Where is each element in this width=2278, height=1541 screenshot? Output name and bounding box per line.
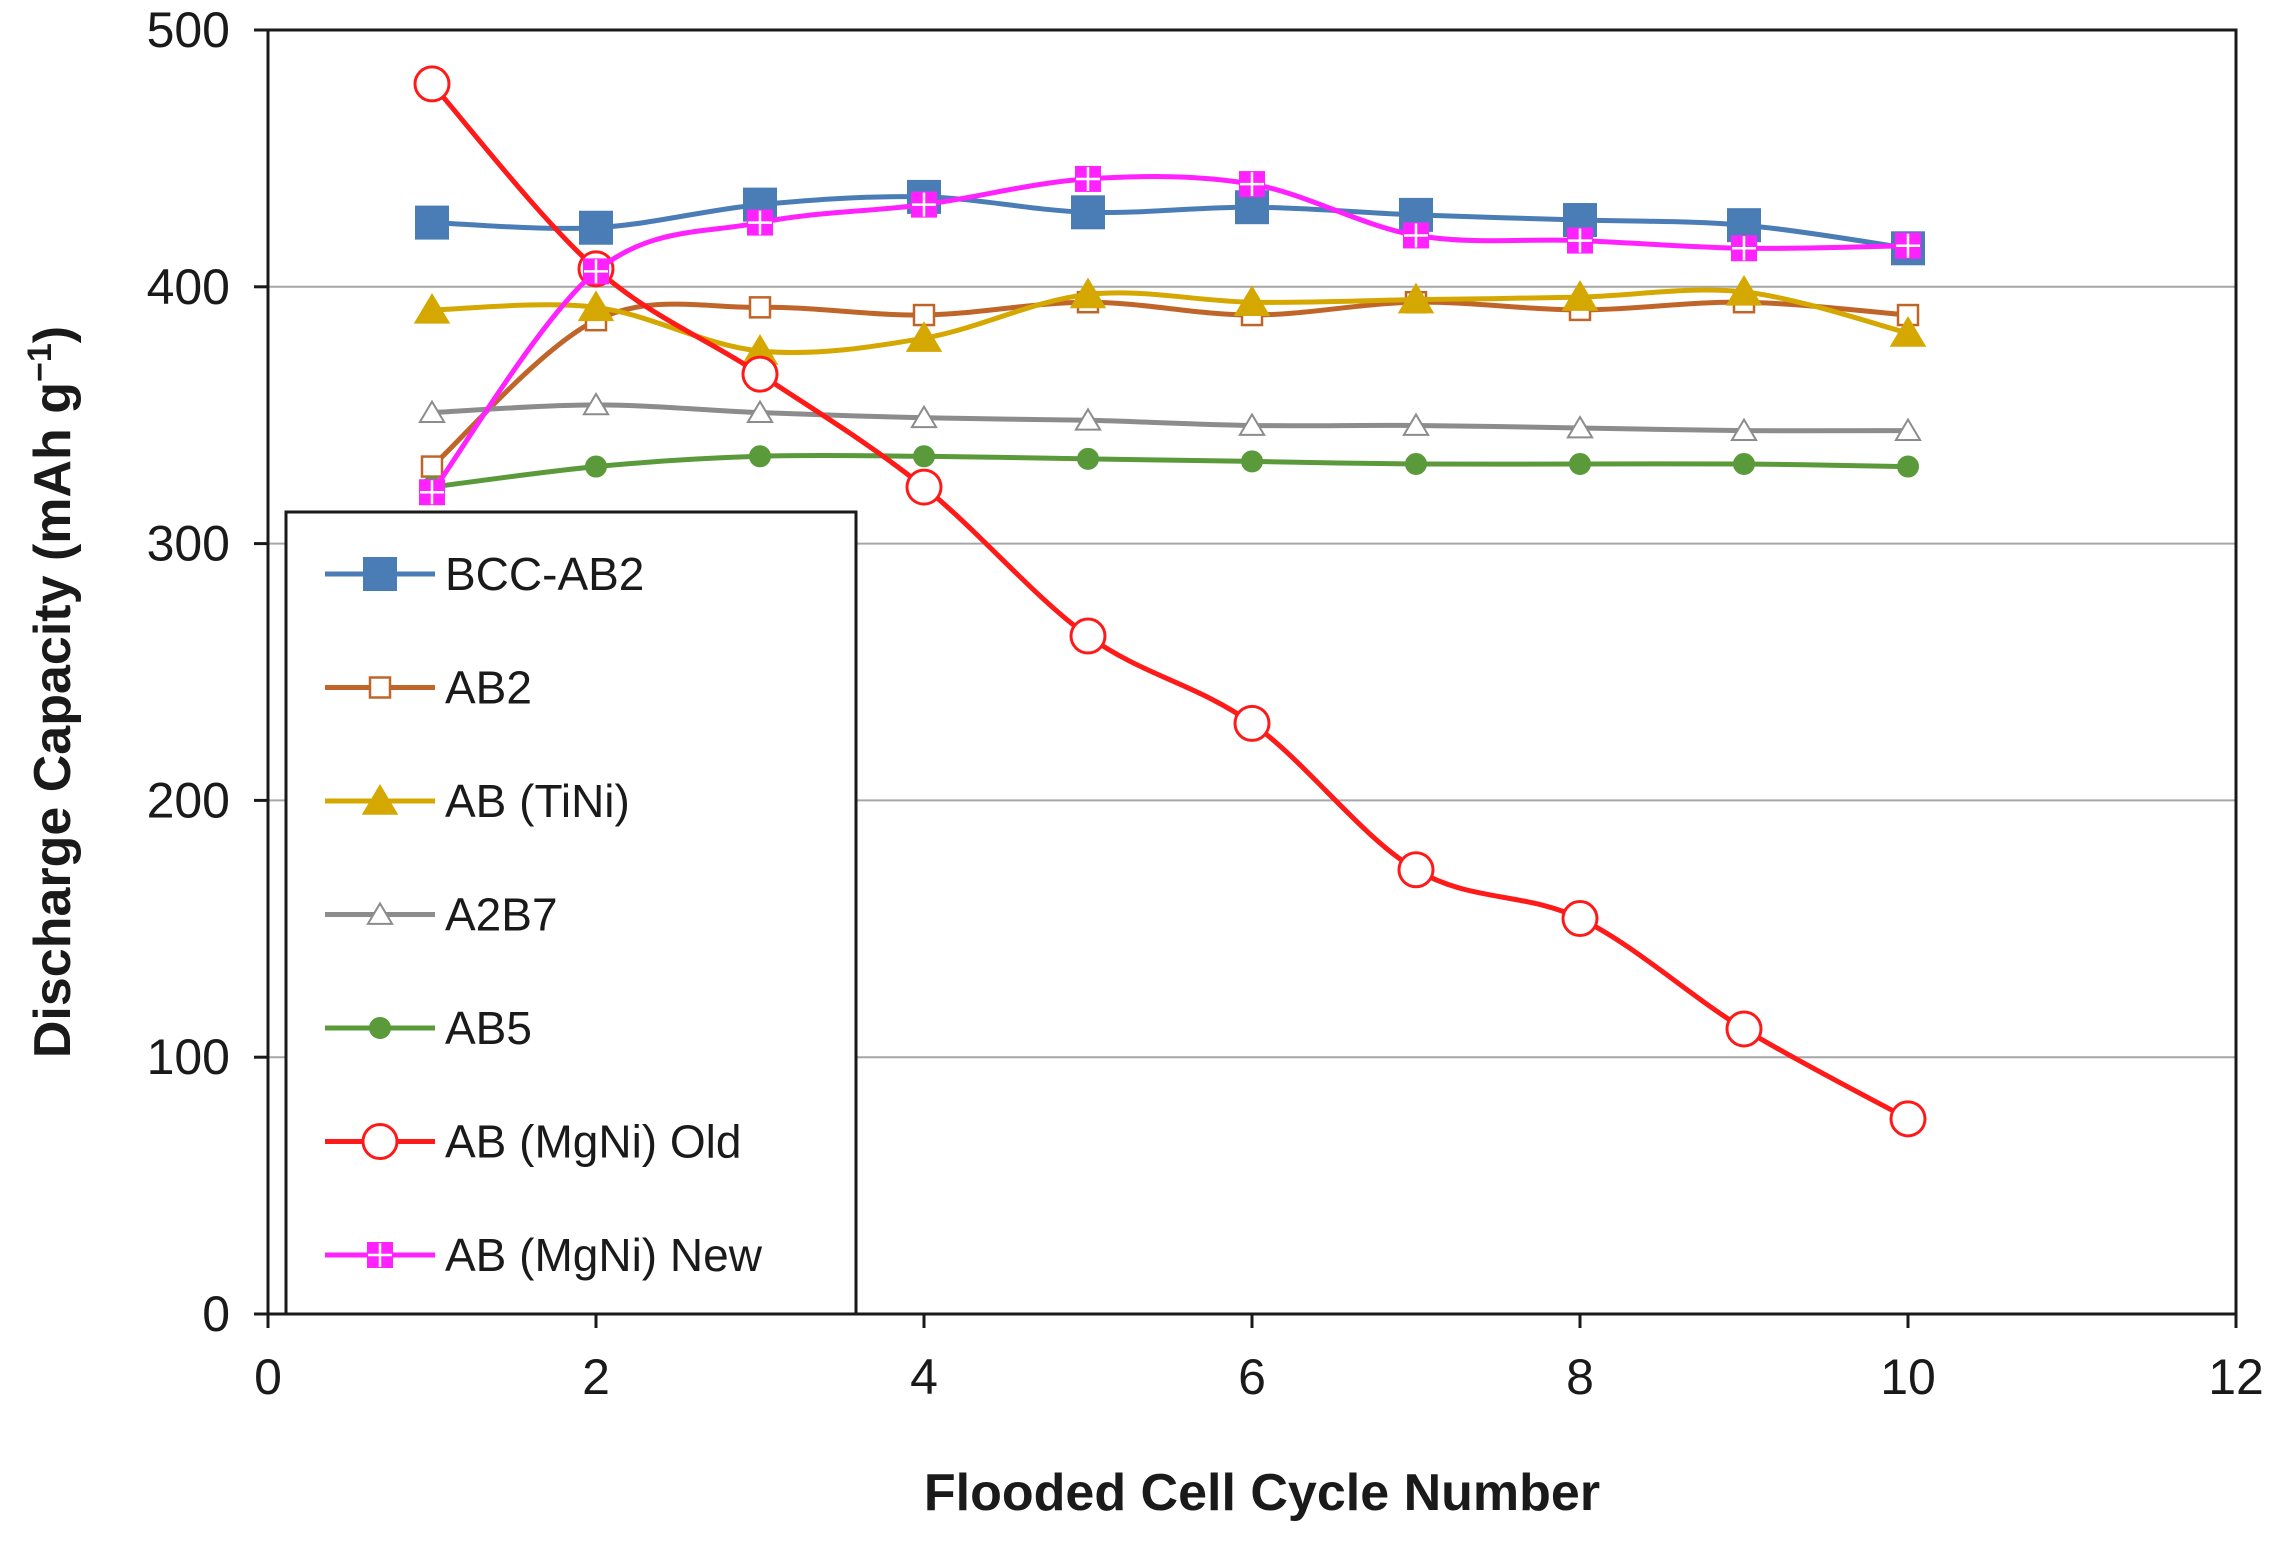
series-line <box>431 402 1909 434</box>
data-point <box>1077 447 1099 470</box>
data-point <box>582 391 610 416</box>
data-point <box>579 210 613 245</box>
series-lines <box>413 65 1927 1138</box>
legend-label: BCC-AB2 <box>445 548 644 600</box>
x-axis-title: Flooded Cell Cycle Number <box>924 1464 1600 1522</box>
y-tick-label: 300 <box>147 516 230 572</box>
data-point <box>1725 1010 1763 1048</box>
data-point <box>1233 285 1271 316</box>
legend: BCC-AB2 AB2 AB (TiNi) A2B7 AB5 AB (MgNi) Old A… <box>284 510 858 1316</box>
legend-marker <box>363 557 397 591</box>
data-point <box>577 290 615 322</box>
y-axis-ticks: 0 100 200 300 400 500 <box>147 2 268 1342</box>
y-tick-label: 100 <box>147 1029 230 1085</box>
data-point <box>1074 407 1102 431</box>
x-tick-label: 10 <box>1880 1349 1936 1405</box>
data-point <box>1725 274 1763 306</box>
x-tick-label: 8 <box>1566 1349 1594 1405</box>
x-tick-label: 0 <box>254 1349 282 1405</box>
legend-label: AB5 <box>445 1002 532 1054</box>
legend-marker <box>366 901 394 925</box>
series-ab5 <box>421 445 1919 499</box>
data-point <box>913 445 935 468</box>
legend-entry: AB (MgNi) New <box>325 1229 763 1281</box>
x-tick-label: 2 <box>582 1349 610 1405</box>
y-tick-label: 0 <box>202 1286 230 1342</box>
series-line <box>431 452 1909 490</box>
series-line <box>429 174 1909 494</box>
series-ab-mgni-new <box>419 165 1921 506</box>
data-point <box>905 468 943 506</box>
legend-label: A2B7 <box>445 889 558 941</box>
data-point <box>746 399 774 423</box>
legend-marker <box>368 676 392 699</box>
data-point <box>1889 316 1927 347</box>
x-tick-label: 12 <box>2208 1349 2264 1405</box>
data-point <box>905 321 943 352</box>
data-point <box>1397 851 1435 889</box>
legend-marker <box>361 784 399 815</box>
series-ab-tini- <box>413 274 1927 365</box>
legend-marker <box>369 1017 391 1039</box>
y-axis-title: Discharge Capacity (mAh g−1) <box>21 326 82 1058</box>
legend-entry: AB2 <box>325 662 532 714</box>
data-point <box>1069 617 1107 655</box>
data-point <box>749 445 771 468</box>
series-a2b7 <box>418 391 1922 441</box>
data-point <box>1566 415 1594 439</box>
y-axis-title-superscript: −1 <box>21 343 59 382</box>
data-point <box>1733 452 1755 475</box>
data-point <box>413 65 451 103</box>
data-point <box>1894 417 1922 441</box>
series-line <box>431 287 1909 356</box>
data-point <box>1397 282 1435 314</box>
data-point <box>1405 452 1427 475</box>
series-line <box>430 299 1909 469</box>
data-point <box>420 455 444 478</box>
data-point <box>1897 455 1919 478</box>
series-ab-mgni-old <box>413 65 1927 1138</box>
data-point <box>1561 280 1599 311</box>
y-tick-label: 400 <box>147 259 230 315</box>
data-point <box>1069 277 1107 309</box>
y-tick-label: 200 <box>147 772 230 828</box>
data-point <box>418 399 446 423</box>
legend-label: AB (MgNi) New <box>445 1229 763 1281</box>
legend-entry: BCC-AB2 <box>325 548 644 600</box>
y-axis-title-close: ) <box>24 326 82 343</box>
data-point <box>741 355 779 393</box>
y-axis-title-main: Discharge Capacity (mAh g <box>24 382 82 1058</box>
data-point <box>413 292 451 324</box>
series-line <box>431 194 1909 251</box>
x-tick-label: 4 <box>910 1349 938 1405</box>
series-line <box>430 82 1910 1121</box>
legend-entry: AB5 <box>325 1002 532 1054</box>
data-point <box>910 404 938 429</box>
legend-label: AB (MgNi) Old <box>445 1116 741 1168</box>
data-point <box>1402 412 1430 436</box>
legend-label: AB2 <box>445 662 532 714</box>
data-point <box>415 205 449 240</box>
data-point <box>1238 412 1266 436</box>
legend-entry: AB (MgNi) Old <box>325 1116 741 1168</box>
data-point <box>1241 450 1263 473</box>
legend-marker <box>361 1123 399 1160</box>
data-point <box>1889 1100 1927 1138</box>
y-tick-label: 500 <box>147 2 230 58</box>
legend-entry: A2B7 <box>325 889 558 941</box>
x-axis-ticks: 0 2 4 6 8 10 12 <box>254 1314 2264 1405</box>
legend-entry: AB (TiNi) <box>325 775 630 827</box>
data-point <box>585 455 607 478</box>
data-point <box>1561 900 1599 938</box>
data-point <box>1730 417 1758 441</box>
data-point <box>1233 704 1271 742</box>
data-point <box>1569 452 1591 475</box>
legend-label: AB (TiNi) <box>445 775 630 827</box>
data-point <box>1071 195 1105 230</box>
data-point <box>748 296 772 319</box>
x-tick-label: 6 <box>1238 1349 1266 1405</box>
